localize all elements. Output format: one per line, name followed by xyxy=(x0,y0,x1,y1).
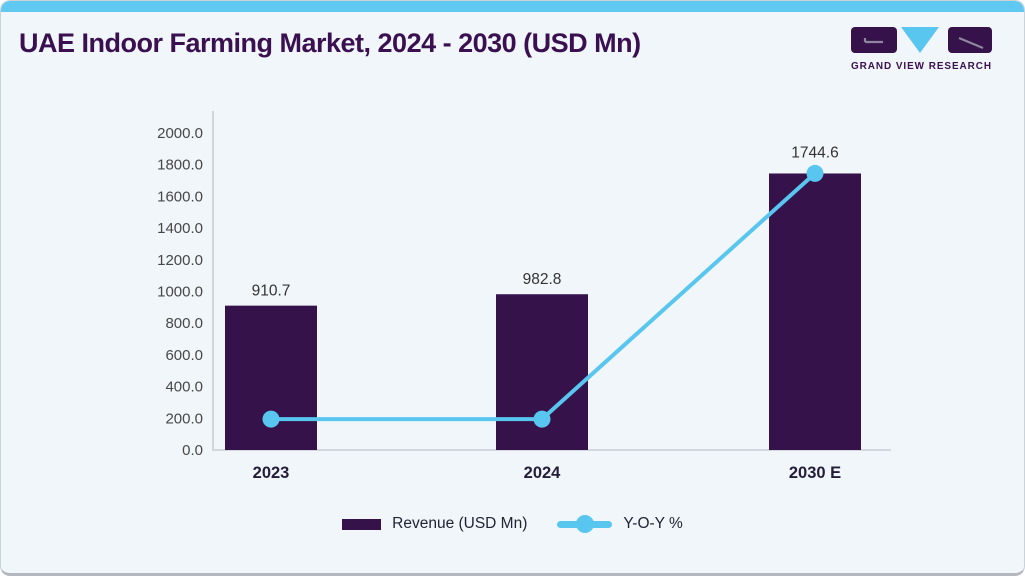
yoy-point-2024 xyxy=(533,410,551,428)
card-top-accent-bar xyxy=(1,1,1024,12)
legend-label-yoy: Y-O-Y % xyxy=(623,515,683,532)
y-axis-tick-label: 1400.0 xyxy=(157,220,203,237)
logo-r-block xyxy=(948,27,992,53)
logo-v-triangle xyxy=(901,27,939,53)
y-axis-tick-label: 1800.0 xyxy=(157,157,203,174)
bar-value-label: 1744.6 xyxy=(791,144,838,161)
chart-title: UAE Indoor Farming Market, 2024 - 2030 (… xyxy=(19,28,641,58)
yoy-point-2023 xyxy=(262,410,280,428)
legend-item-revenue: Revenue (USD Mn) xyxy=(342,515,527,533)
legend-line-dot xyxy=(575,515,594,533)
legend-item-yoy: Y-O-Y % xyxy=(557,514,683,534)
y-axis-tick-label: 400.0 xyxy=(165,379,203,396)
revenue-bar-2023 xyxy=(225,305,317,450)
y-axis-tick-label: 800.0 xyxy=(165,315,203,332)
legend-label-revenue: Revenue (USD Mn) xyxy=(392,515,528,532)
x-axis-label: 2023 xyxy=(253,464,290,482)
chart-legend: Revenue (USD Mn) Y-O-Y % xyxy=(1,509,1024,539)
legend-line-swatch xyxy=(557,514,613,534)
y-axis-tick-label: 0.0 xyxy=(182,442,203,459)
yoy-point-2030-e xyxy=(806,164,824,182)
y-axis-tick-label: 200.0 xyxy=(165,410,203,427)
legend-bar-swatch xyxy=(342,518,382,530)
y-axis-tick-label: 1600.0 xyxy=(157,188,203,205)
logo-wordmark: GRAND VIEW RESEARCH xyxy=(851,60,992,72)
y-axis-tick-label: 600.0 xyxy=(165,347,203,364)
x-axis-label: 2030 E xyxy=(789,464,841,482)
bar-value-label: 982.8 xyxy=(523,271,562,288)
revenue-bar-2030-e xyxy=(769,173,861,450)
y-axis-tick-label: 2000.0 xyxy=(157,125,203,142)
bar-value-label: 910.7 xyxy=(252,283,291,300)
y-axis-tick-label: 1200.0 xyxy=(157,252,203,269)
y-axis-tick-label: 1000.0 xyxy=(157,284,203,301)
chart-svg: 0.0 200.0 400.0 600.0 800.0 1000.0 1200.0 1400.… xyxy=(157,111,891,482)
logo-g-block xyxy=(851,27,897,53)
x-axis-label: 2024 xyxy=(524,464,562,482)
chart-area: 0.0 200.0 400.0 600.0 800.0 1000.0 1200.0 1400.… xyxy=(1,1,1024,501)
axis-lines xyxy=(212,111,891,451)
gvr-logo: GRAND VIEW RESEARCH xyxy=(851,27,992,72)
